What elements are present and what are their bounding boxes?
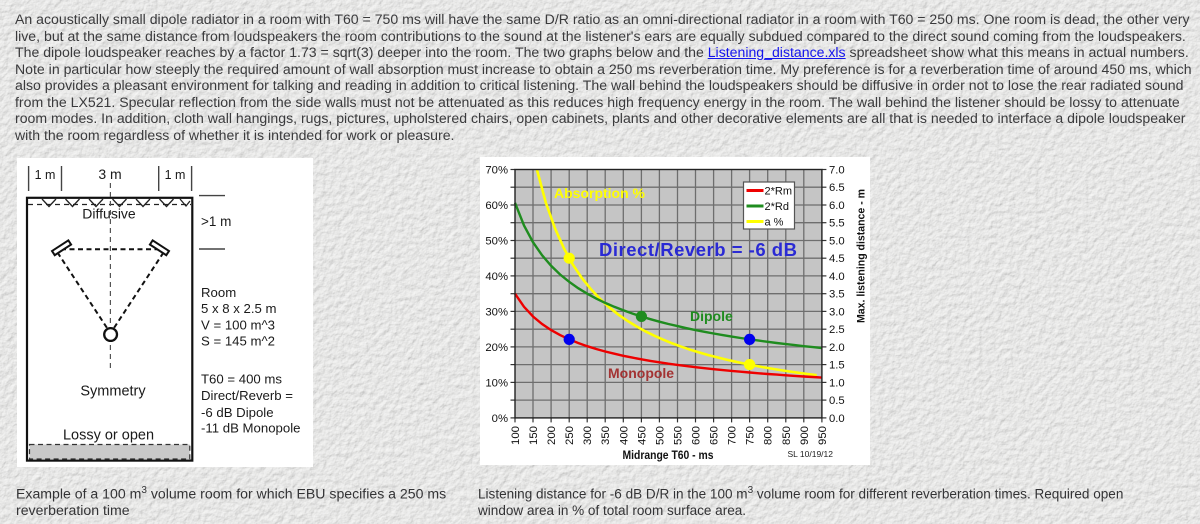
svg-text:250: 250 [564, 426, 576, 445]
svg-text:2.0: 2.0 [829, 342, 845, 354]
svg-text:Room: Room [201, 285, 236, 300]
svg-text:850: 850 [781, 426, 793, 445]
svg-text:Midrange T60 - ms: Midrange T60 - ms [623, 448, 714, 462]
svg-text:4.5: 4.5 [829, 253, 845, 265]
svg-text:2*Rm: 2*Rm [765, 186, 793, 198]
svg-text:200: 200 [546, 426, 558, 445]
svg-text:Monopole: Monopole [608, 365, 674, 381]
svg-text:T60 = 400 ms: T60 = 400 ms [201, 372, 282, 387]
svg-text:150: 150 [528, 426, 540, 445]
svg-text:60%: 60% [485, 200, 508, 212]
svg-text:1.0: 1.0 [829, 377, 845, 389]
svg-text:Max. listening distance - m: Max. listening distance - m [856, 189, 868, 323]
svg-text:Absorption %: Absorption % [554, 185, 646, 201]
svg-text:Direct/Reverb =: Direct/Reverb = [201, 388, 293, 403]
svg-text:40%: 40% [485, 271, 508, 283]
svg-text:5.5: 5.5 [829, 218, 845, 230]
svg-text:400: 400 [618, 426, 630, 445]
svg-text:0%: 0% [492, 413, 508, 425]
svg-text:3.5: 3.5 [829, 289, 845, 301]
svg-text:70%: 70% [485, 165, 508, 177]
svg-text:700: 700 [727, 426, 739, 445]
svg-text:30%: 30% [485, 306, 508, 318]
svg-text:2*Rd: 2*Rd [765, 201, 789, 213]
svg-text:300: 300 [582, 426, 594, 445]
svg-text:5.0: 5.0 [829, 236, 845, 248]
svg-text:750: 750 [745, 426, 757, 445]
svg-text:Diffusive: Diffusive [82, 206, 136, 222]
svg-text:a %: a % [765, 217, 784, 229]
svg-text:900: 900 [799, 426, 811, 445]
svg-text:Dipole: Dipole [690, 308, 733, 324]
svg-text:3 m: 3 m [98, 166, 121, 182]
svg-text:SL 10/19/12: SL 10/19/12 [787, 449, 833, 459]
svg-text:-6 dB Dipole: -6 dB Dipole [201, 405, 274, 420]
svg-text:V = 100 m^3: V = 100 m^3 [201, 318, 275, 333]
svg-text:Lossy or open: Lossy or open [63, 428, 154, 444]
svg-text:Direct/Reverb = -6 dB: Direct/Reverb = -6 dB [599, 239, 797, 260]
svg-text:650: 650 [709, 426, 721, 445]
svg-text:0.5: 0.5 [829, 395, 845, 407]
svg-text:50%: 50% [485, 236, 508, 248]
svg-text:1.5: 1.5 [829, 360, 845, 372]
svg-text:1 m: 1 m [165, 168, 186, 182]
svg-text:>1 m: >1 m [201, 214, 231, 229]
svg-text:3.0: 3.0 [829, 306, 845, 318]
svg-text:6.0: 6.0 [829, 200, 845, 212]
svg-text:1 m: 1 m [35, 168, 56, 182]
svg-text:350: 350 [600, 426, 612, 445]
svg-text:0.0: 0.0 [829, 413, 845, 425]
svg-text:100: 100 [510, 426, 522, 445]
svg-text:800: 800 [763, 426, 775, 445]
svg-text:7.0: 7.0 [829, 165, 845, 177]
svg-text:550: 550 [673, 426, 685, 445]
svg-text:-11 dB Monopole: -11 dB Monopole [201, 420, 300, 435]
svg-text:4.0: 4.0 [829, 271, 845, 283]
svg-text:6.5: 6.5 [829, 182, 845, 194]
svg-text:10%: 10% [485, 377, 508, 389]
svg-text:Symmetry: Symmetry [80, 384, 146, 400]
svg-text:5 x 8 x 2.5 m: 5 x 8 x 2.5 m [201, 301, 277, 316]
svg-text:2.5: 2.5 [829, 324, 845, 336]
svg-text:20%: 20% [485, 342, 508, 354]
svg-text:500: 500 [654, 426, 666, 445]
svg-text:S = 145 m^2: S = 145 m^2 [201, 334, 275, 349]
svg-text:600: 600 [691, 426, 703, 445]
svg-text:450: 450 [636, 426, 648, 445]
svg-text:950: 950 [817, 426, 829, 445]
